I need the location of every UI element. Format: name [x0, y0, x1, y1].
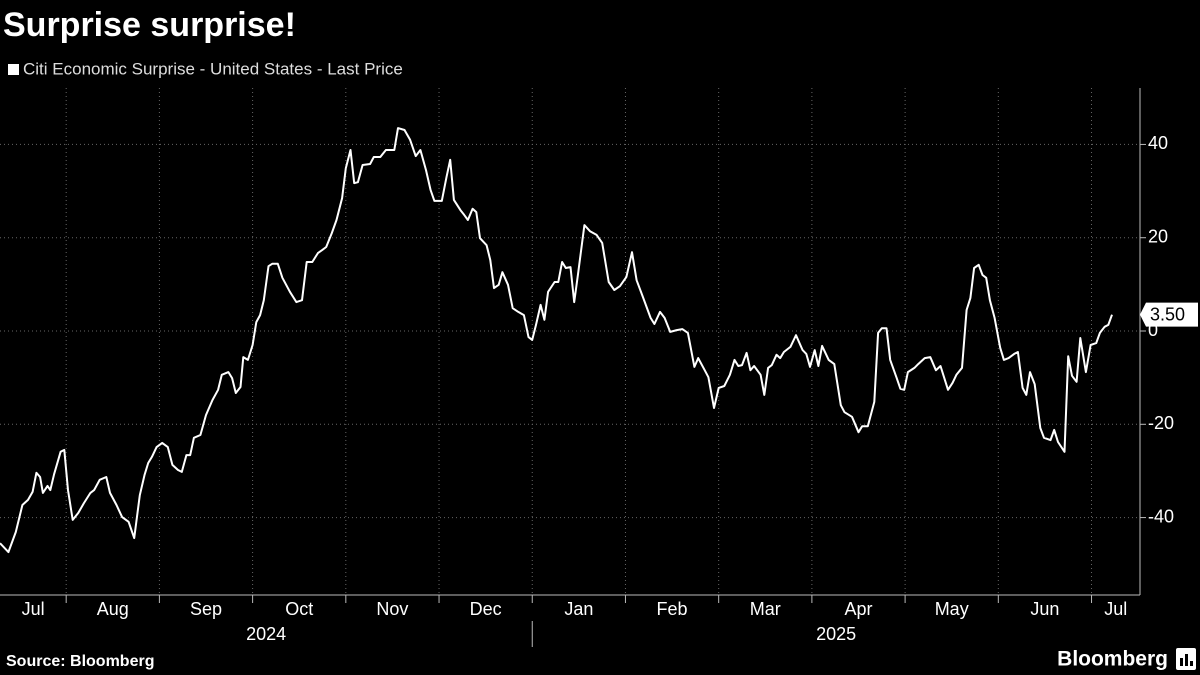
logo-icon-bar: [1190, 661, 1193, 666]
x-tick-label: Sep: [190, 599, 222, 619]
x-tick-label: Feb: [657, 599, 688, 619]
y-tick-label: -20: [1148, 413, 1174, 433]
x-tick-label: Oct: [285, 599, 313, 619]
y-tick-label: 20: [1148, 226, 1168, 246]
year-label: 2024: [246, 624, 286, 644]
legend-swatch: [8, 64, 19, 75]
x-tick-label: Apr: [844, 599, 872, 619]
x-tick-label: Jun: [1030, 599, 1059, 619]
x-tick-label: Mar: [750, 599, 781, 619]
logo: Bloomberg: [1057, 648, 1168, 671]
line: [0, 127, 1113, 554]
y-tick-label: 40: [1148, 133, 1168, 153]
logo-icon: [1176, 648, 1196, 670]
x-tick-label: Jan: [564, 599, 593, 619]
x-tick-label: Nov: [376, 599, 408, 619]
x-tick-label: May: [935, 599, 969, 619]
year-label: 2025: [816, 624, 856, 644]
chart-title: Surprise surprise!: [3, 6, 296, 44]
y-tick-label: 0: [1148, 320, 1158, 340]
x-tick-label: Jul: [1104, 599, 1127, 619]
logo-icon-bar: [1180, 658, 1183, 666]
logo-icon-bar: [1185, 654, 1188, 666]
x-tick-label: Jul: [22, 599, 45, 619]
value-label-box: [1140, 302, 1198, 327]
source: Source: Bloomberg: [6, 653, 154, 670]
y-tick-label: -40: [1148, 506, 1174, 526]
x-tick-label: Dec: [470, 599, 502, 619]
value-label: 3.50: [1150, 304, 1185, 324]
x-tick-label: Aug: [97, 599, 129, 619]
legend-label: Citi Economic Surprise - United States -…: [23, 59, 403, 78]
